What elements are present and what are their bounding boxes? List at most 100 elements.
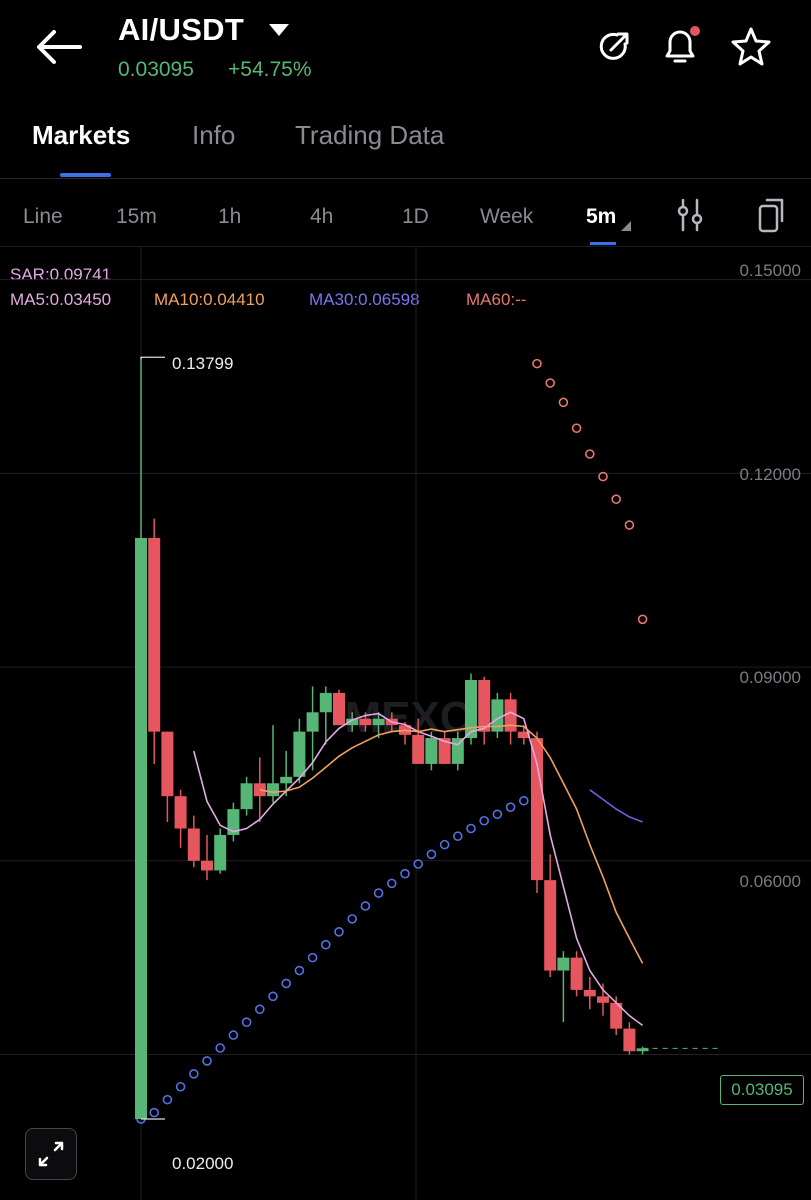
candle-body <box>636 1048 649 1052</box>
candle-body <box>201 860 213 871</box>
candle-body <box>346 718 359 726</box>
candle-body <box>557 957 570 971</box>
timeframe-4h[interactable]: 4h <box>310 205 334 228</box>
sar-dot <box>439 839 450 850</box>
candle-body <box>161 731 174 797</box>
current-price-tag: 0.03095 <box>720 1075 804 1105</box>
sar-dot <box>175 1081 186 1092</box>
ma5-legend: MA5:0.03450 <box>10 290 112 309</box>
candle-body <box>451 738 464 764</box>
candle-body <box>187 828 200 861</box>
back-arrow-icon[interactable] <box>32 26 84 68</box>
sar-dot <box>307 952 318 963</box>
trading-pair-title[interactable]: AI/USDT <box>118 12 245 47</box>
candle-body <box>504 699 517 732</box>
sar-dot <box>571 423 582 433</box>
y-axis-label: 0.12000 <box>739 465 801 484</box>
header-bar: AI/USDT 0.03095 +54.75% <box>0 0 811 100</box>
candle-body <box>517 731 530 739</box>
timeframe-1d[interactable]: 1D <box>402 205 429 228</box>
sar-dot <box>268 991 278 1002</box>
sar-dot <box>611 494 622 505</box>
sar-dot <box>624 520 635 530</box>
candle-body <box>227 809 240 835</box>
candle-body <box>240 783 253 810</box>
high-price-label: 0.13799 <box>172 354 234 373</box>
timeframe-week[interactable]: Week <box>480 205 534 228</box>
candle-body <box>135 537 147 1120</box>
timeframe-dropdown-icon[interactable] <box>620 220 632 232</box>
timeframe-5m[interactable]: 5m <box>586 205 617 228</box>
timeframe-15m[interactable]: 15m <box>116 205 157 228</box>
candle-body <box>570 957 583 990</box>
sar-dot <box>162 1094 173 1105</box>
sar-dot <box>466 823 476 834</box>
dropdown-caret-icon[interactable] <box>268 22 290 38</box>
tab-info[interactable]: Info <box>192 120 236 150</box>
section-tabs: Markets Info Trading Data <box>0 100 811 179</box>
bell-icon[interactable] <box>660 24 704 66</box>
sar-dot <box>360 901 371 911</box>
candle-body <box>623 1028 636 1052</box>
active-timeframe-indicator <box>590 242 616 245</box>
low-price-label: 0.02000 <box>172 1154 234 1173</box>
tab-trading-data[interactable]: Trading Data <box>295 120 445 150</box>
timeframe-1h[interactable]: 1h <box>218 205 242 228</box>
sar-dot <box>532 358 542 369</box>
sar-dot <box>505 802 516 812</box>
candle-body <box>583 989 596 997</box>
candle-body <box>174 796 187 829</box>
candle-body <box>319 692 332 713</box>
candle-body <box>610 1002 623 1029</box>
indicator-settings-icon[interactable] <box>674 198 706 232</box>
candlestick-chart[interactable]: MEXC <box>0 246 811 1200</box>
candle-body <box>491 699 504 732</box>
tab-markets[interactable]: Markets <box>32 120 131 150</box>
sar-dot <box>479 815 490 826</box>
candle-body <box>478 679 491 732</box>
candle-body <box>306 712 319 732</box>
sar-dot <box>189 1069 199 1079</box>
sar-dot <box>334 926 344 937</box>
high-marker-line <box>140 356 165 360</box>
expand-icon <box>38 1141 64 1167</box>
sar-dots <box>136 358 648 1124</box>
candle-body <box>438 738 451 764</box>
sar-dot <box>426 849 437 860</box>
candle-body <box>253 783 266 797</box>
ma10-legend: MA10:0.04410 <box>154 290 265 309</box>
last-price: 0.03095 <box>118 58 194 81</box>
sar-dot <box>320 939 331 950</box>
sar-dot <box>215 1043 225 1053</box>
sar-dot <box>558 397 569 408</box>
ma30-line <box>589 789 643 823</box>
sar-dot <box>254 1004 265 1015</box>
sar-dot <box>598 471 608 482</box>
price-change-percent: +54.75% <box>228 58 312 81</box>
ma30-legend: MA30:0.06598 <box>309 290 420 309</box>
candles <box>135 357 649 1120</box>
sar-dot <box>492 809 503 820</box>
sar-dot <box>373 888 384 898</box>
candle-body <box>597 996 609 1003</box>
sar-dot <box>386 878 397 889</box>
star-icon[interactable] <box>730 26 772 66</box>
candle-body <box>544 880 557 971</box>
sar-dot <box>228 1030 239 1040</box>
timeframe-line[interactable]: Line <box>23 205 63 228</box>
candle-body <box>333 692 345 726</box>
candle-body <box>280 776 293 784</box>
candle-body <box>359 718 372 726</box>
candle-body <box>425 738 438 764</box>
sar-dot <box>400 868 410 879</box>
fullscreen-button[interactable] <box>25 1128 77 1180</box>
candle-body <box>372 718 385 726</box>
sar-dot <box>452 831 463 842</box>
candle-body <box>214 834 227 871</box>
candle-body <box>148 537 161 732</box>
ma60-legend: MA60:-- <box>466 290 527 309</box>
sar-dot <box>584 449 595 459</box>
rotate-screen-icon[interactable] <box>755 196 787 234</box>
candle-body <box>412 734 425 764</box>
share-icon[interactable] <box>595 28 633 66</box>
